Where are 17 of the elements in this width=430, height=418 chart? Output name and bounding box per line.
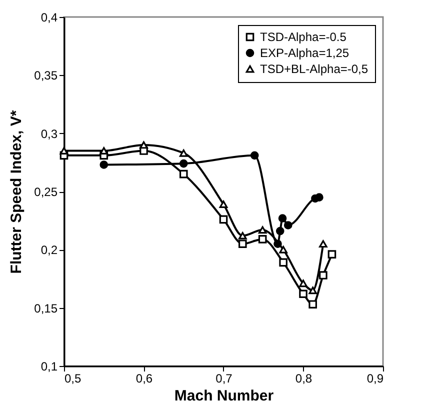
x-axis-title: Mach Number [174, 388, 274, 404]
y-tick-label: 0,4 [40, 10, 58, 24]
y-tick-label: 0,25 [34, 185, 58, 199]
x-tick-label: 0,8 [295, 372, 312, 386]
x-tick-label: 0,9 [366, 372, 384, 386]
y-axis-title: Flutter Speed Index, V* [8, 110, 26, 274]
legend-label: EXP-Alpha=1,25 [260, 46, 350, 60]
y-tick-label: 0,35 [34, 68, 58, 83]
x-tick-label: 0,6 [136, 372, 153, 386]
legend-label: TSD-Alpha=-0.5 [260, 30, 347, 44]
x-tick-label: 0,5 [64, 372, 82, 386]
x-tick-label: 0,7 [216, 372, 233, 386]
y-tick-label: 0,15 [34, 301, 58, 316]
y-tick-label: 0,3 [40, 126, 58, 141]
y-tick-label: 0,2 [40, 243, 58, 258]
legend-label: TSD+BL-Alpha=-0,5 [260, 62, 368, 76]
y-tick-label: 0,1 [40, 360, 58, 374]
